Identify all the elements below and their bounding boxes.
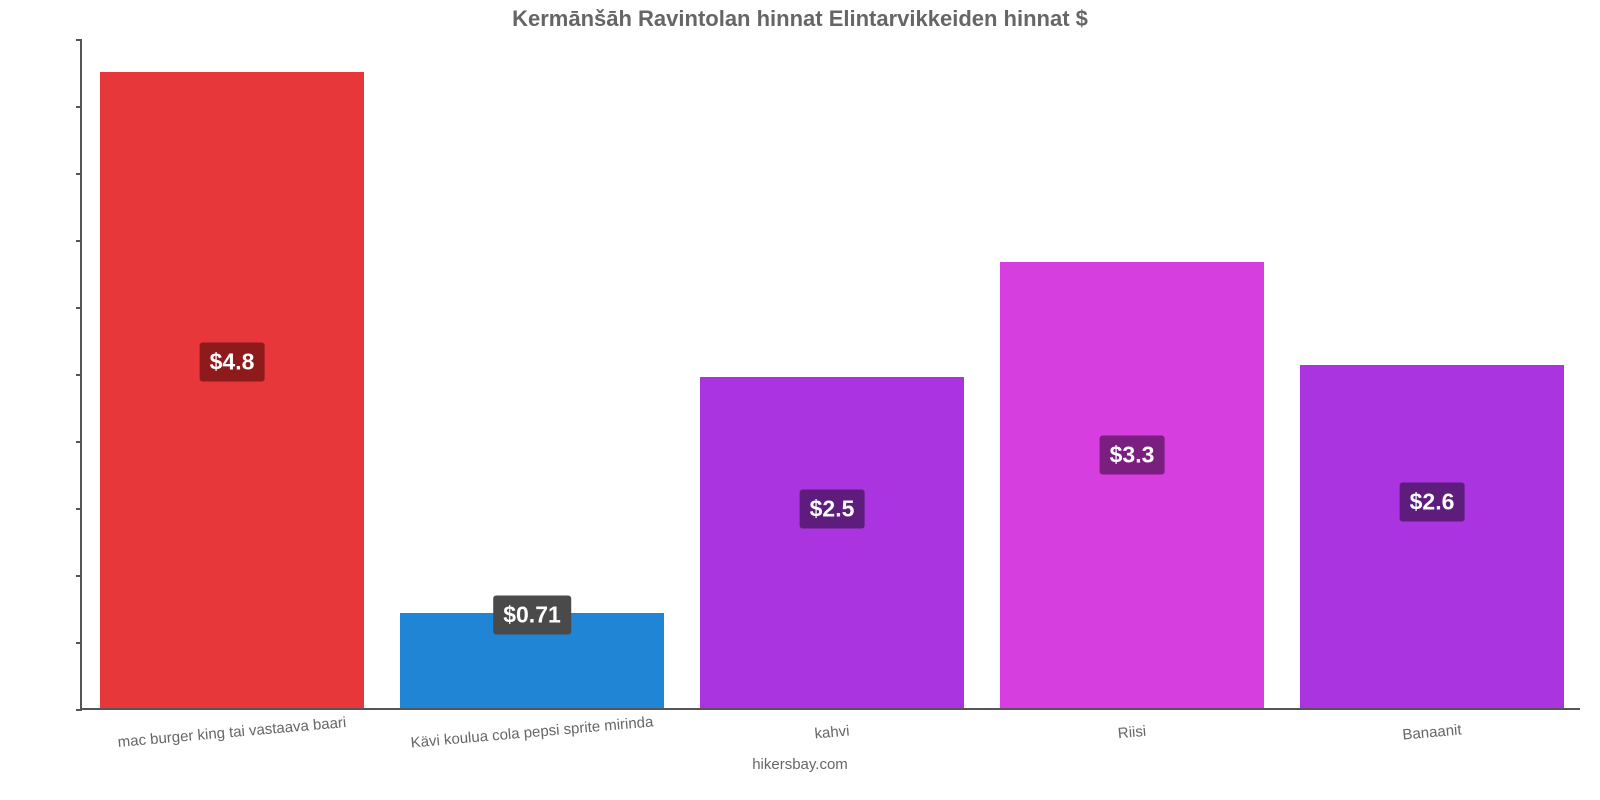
ytick-label: 2.0 [0,434,72,451]
chart-title: Kermānšāh Ravintolan hinnat Elintarvikke… [0,6,1600,32]
ytick-mark [76,508,82,510]
bar [100,72,364,709]
ytick-mark [76,441,82,443]
value-badge: $2.5 [800,490,865,529]
ytick-mark [76,709,82,711]
bar [700,377,964,708]
value-badge: $2.6 [1400,483,1465,522]
xtick-label: kahvi [814,723,850,743]
ytick-label: 1.0 [0,568,72,585]
ytick-mark [76,173,82,175]
xtick-label: mac burger king tai vastaava baari [117,714,347,751]
plot-area: 00.51.01.52.02.53.03.54.04.55.0$4.8mac b… [80,40,1580,710]
credit-text: hikersbay.com [0,756,1600,773]
value-badge: $0.71 [493,595,571,634]
ytick-label: 1.5 [0,501,72,518]
value-badge: $4.8 [200,342,265,381]
bar [1000,262,1264,708]
ytick-mark [76,575,82,577]
xtick-label: Riisi [1117,723,1147,742]
ytick-mark [76,106,82,108]
ytick-label: 2.5 [0,367,72,384]
ytick-label: 3.5 [0,233,72,250]
ytick-mark [76,39,82,41]
ytick-mark [76,374,82,376]
ytick-label: 0.5 [0,635,72,652]
ytick-label: 4.0 [0,166,72,183]
ytick-label: 0 [0,702,72,719]
bar [1300,365,1564,708]
ytick-mark [76,240,82,242]
xtick-label: Kävi koulua cola pepsi sprite mirinda [410,713,654,751]
ytick-label: 3.0 [0,300,72,317]
ytick-label: 5.0 [0,32,72,49]
ytick-label: 4.5 [0,99,72,116]
xtick-label: Banaanit [1402,721,1462,743]
ytick-mark [76,642,82,644]
value-badge: $3.3 [1100,436,1165,475]
ytick-mark [76,307,82,309]
